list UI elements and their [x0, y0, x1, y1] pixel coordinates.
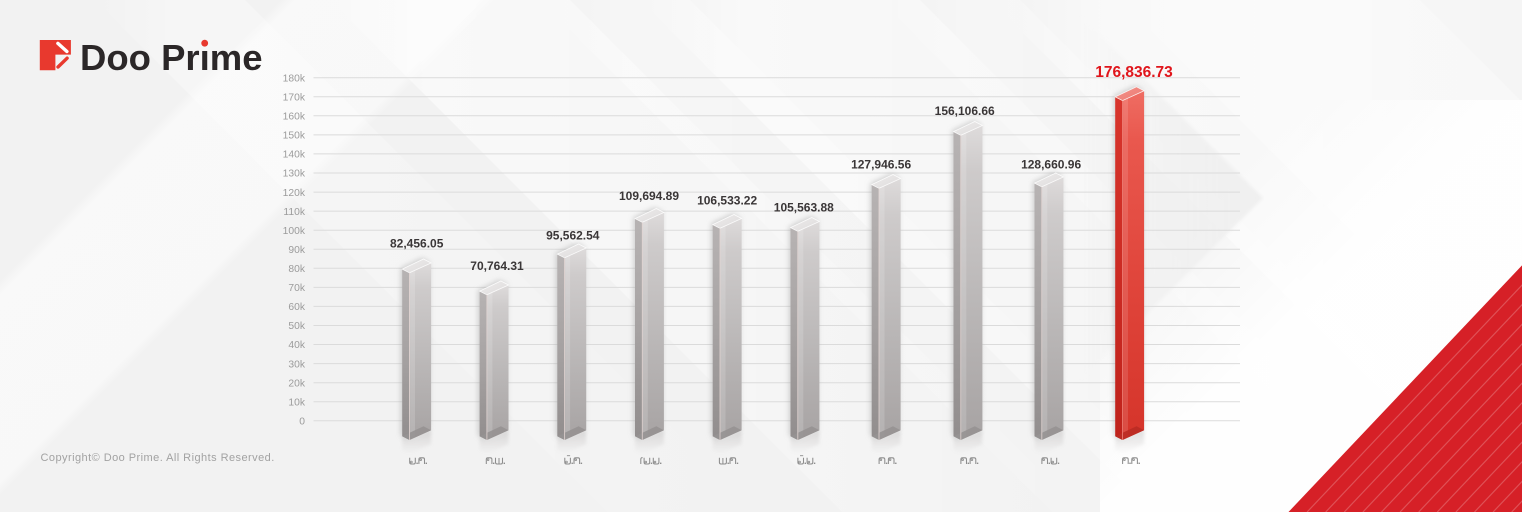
svg-text:10k: 10k	[288, 397, 305, 408]
svg-text:70k: 70k	[288, 283, 305, 294]
svg-text:40k: 40k	[288, 340, 305, 351]
svg-text:170k: 170k	[283, 93, 306, 104]
svg-text:110k: 110k	[283, 207, 305, 218]
svg-text:120k: 120k	[283, 188, 306, 199]
svg-text:156,106.66: 156,106.66	[935, 104, 995, 118]
svg-text:82,456.05: 82,456.05	[390, 237, 444, 251]
svg-text:70,764.31: 70,764.31	[470, 259, 524, 273]
svg-text:140k: 140k	[283, 150, 306, 161]
svg-text:60k: 60k	[288, 302, 305, 313]
svg-text:90k: 90k	[288, 245, 305, 256]
svg-text:20k: 20k	[288, 378, 305, 389]
svg-text:180k: 180k	[283, 73, 306, 84]
svg-text:106,533.22: 106,533.22	[697, 193, 757, 207]
svg-text:109,694.89: 109,694.89	[619, 189, 679, 203]
svg-text:100k: 100k	[283, 226, 306, 237]
svg-text:80k: 80k	[288, 264, 305, 275]
svg-text:130k: 130k	[283, 169, 306, 180]
svg-text:176,836.73: 176,836.73	[1095, 64, 1173, 81]
svg-text:150k: 150k	[283, 131, 306, 142]
svg-text:0: 0	[299, 417, 305, 428]
svg-text:105,563.88: 105,563.88	[774, 201, 834, 215]
svg-text:Doo Prıme: Doo Prıme	[80, 37, 263, 78]
svg-text:160k: 160k	[283, 112, 306, 123]
svg-text:50k: 50k	[288, 321, 305, 332]
svg-text:127,946.56: 127,946.56	[851, 157, 911, 171]
svg-text:30k: 30k	[288, 359, 305, 370]
svg-text:Copyright© Doo Prime. All Righ: Copyright© Doo Prime. All Rights Reserve…	[41, 452, 275, 464]
svg-text:128,660.96: 128,660.96	[1021, 158, 1081, 172]
svg-text:95,562.54: 95,562.54	[546, 229, 600, 243]
